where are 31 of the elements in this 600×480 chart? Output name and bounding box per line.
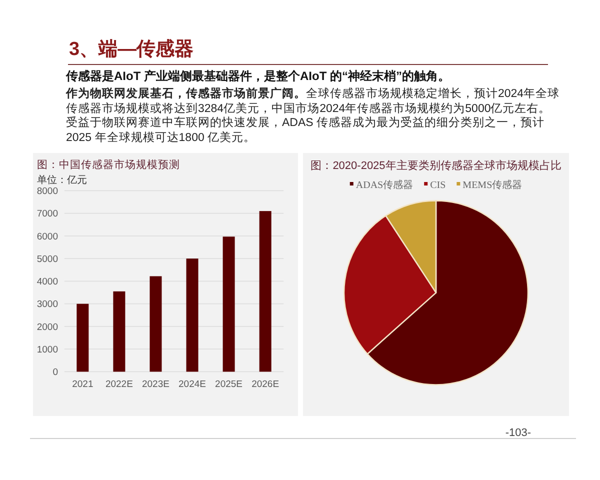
x-tick-label: 2024E — [178, 379, 206, 390]
bar — [76, 304, 89, 372]
x-tick-label: 2026E — [252, 379, 280, 390]
bar — [150, 276, 162, 372]
legend-label: CIS — [430, 180, 446, 191]
text: -103- — [505, 427, 532, 439]
y-tick-label: 2000 — [36, 322, 58, 333]
y-axis-title: 单位：亿元 — [37, 174, 87, 186]
x-tick-label: 2021 — [72, 379, 94, 390]
x-tick-label: 2023E — [142, 379, 170, 390]
bar — [113, 291, 126, 372]
y-tick-label: 4000 — [36, 276, 58, 288]
y-tick-label: 5000 — [36, 254, 58, 265]
x-tick-label: 2025E — [215, 379, 243, 390]
y-tick-label: 8000 — [36, 186, 58, 197]
text: 传感器是AIoT 产业端侧最基础器件，是整个AIoT 的“神经末梢”的触角。 — [66, 68, 450, 85]
y-tick-label: 7000 — [36, 208, 58, 220]
text: 作为物联网发展基石，传感器市场前景广阔。全球传感器市场规模稳定增长，预计2024年全球传感器市场规模或将达到3284亿美元，中国市场2024年传感器市场规模约为5000亿元左右。受益于物联网赛道中车联网的快速发展，ADAS 传感器成为最为受益的细分类别之一，预计2025 年全球规模可达1800 亿美元。 — [66, 87, 560, 145]
chart-title: 图：2020-2025年主要类别传感器全球市场规模占比 — [310, 159, 562, 172]
bar — [259, 211, 272, 372]
legend-label: MEMS传感器 — [462, 179, 522, 191]
y-tick-label: 3000 — [36, 299, 58, 310]
bar — [186, 258, 198, 372]
y-tick-label: 6000 — [36, 231, 58, 242]
y-tick-label: 0 — [52, 367, 58, 378]
chart-title: 图：中国传感器市场规模预测 — [37, 158, 180, 171]
text: 3、端—传感器 — [69, 38, 194, 62]
bar — [222, 236, 235, 372]
x-tick-label: 2022E — [105, 379, 133, 390]
y-tick-label: 1000 — [36, 344, 58, 356]
legend-label: ADAS传感器 — [356, 179, 414, 191]
